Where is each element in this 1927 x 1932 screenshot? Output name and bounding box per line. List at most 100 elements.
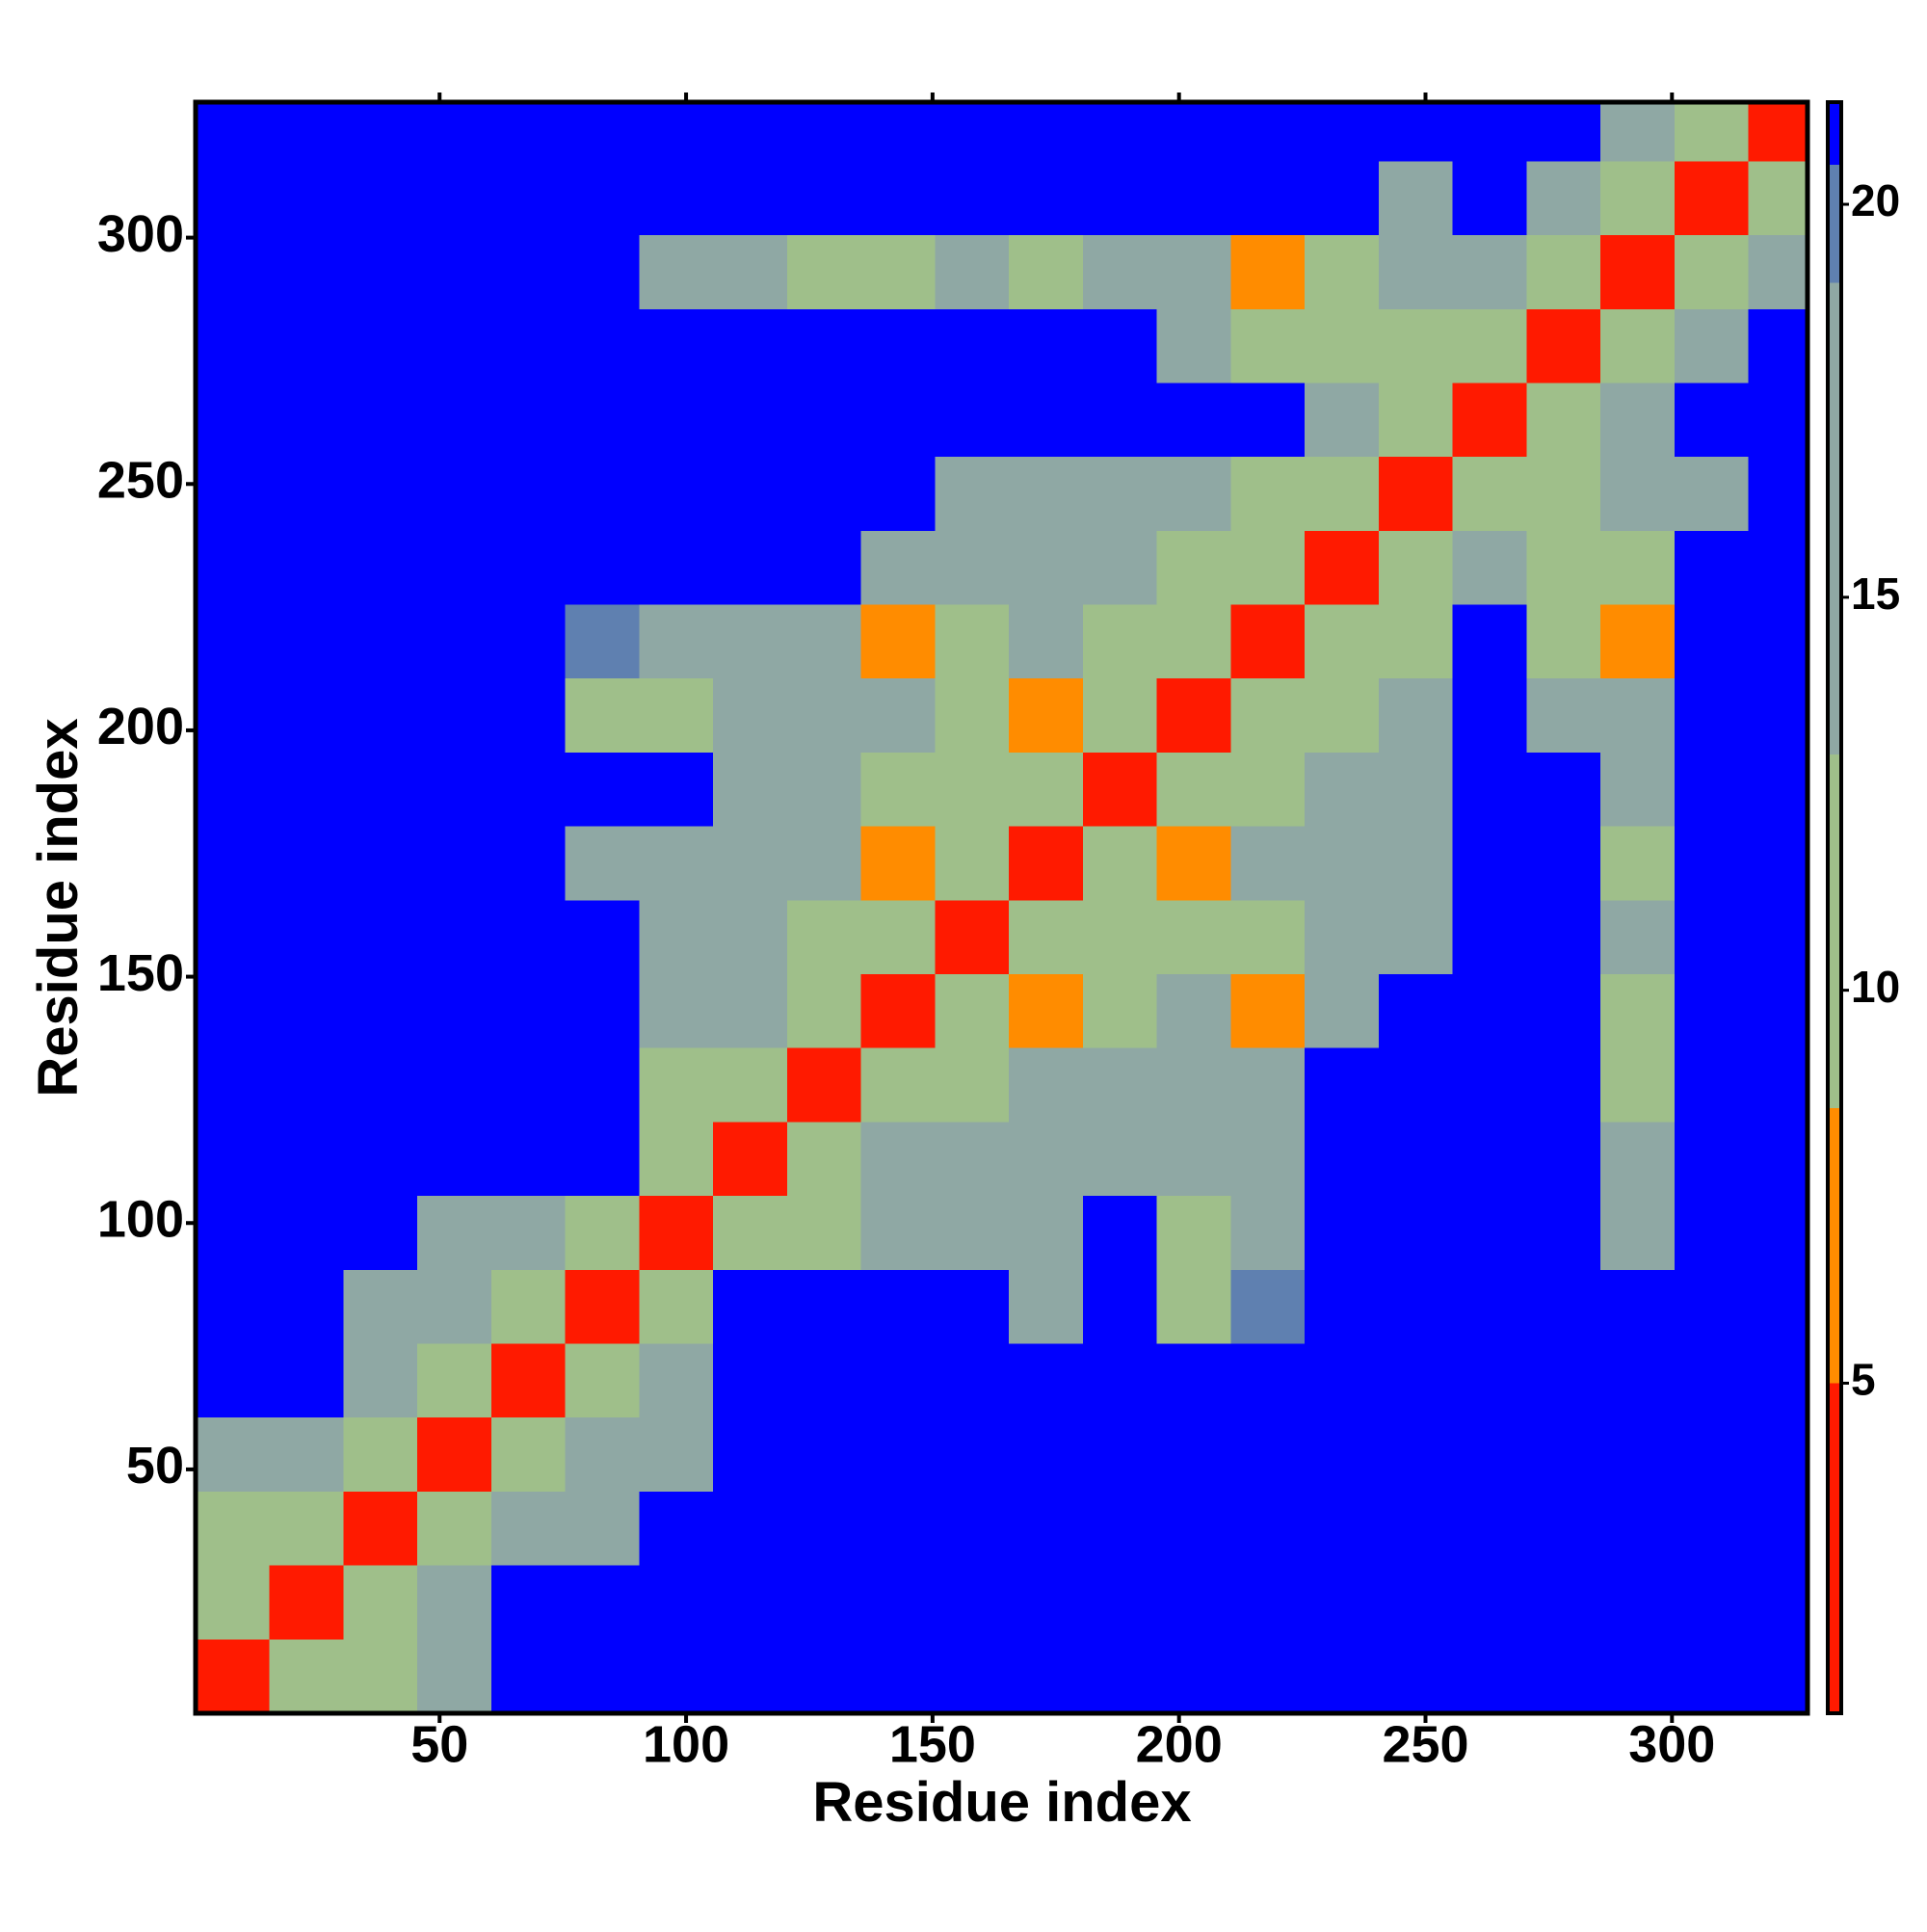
- heatmap-cell: [1748, 604, 1808, 679]
- heatmap-cell: [1526, 1639, 1601, 1713]
- heatmap-cell: [196, 678, 270, 753]
- heatmap-cell: [343, 530, 418, 605]
- heatmap-cell: [935, 1196, 1010, 1270]
- heatmap-cell: [935, 826, 1010, 901]
- heatmap-cell: [1452, 752, 1527, 827]
- heatmap-cell: [1748, 1047, 1808, 1123]
- heatmap-cell: [1452, 530, 1527, 605]
- heatmap-cell: [417, 974, 491, 1048]
- heatmap-cell: [1305, 1122, 1379, 1197]
- heatmap-cell: [1526, 457, 1601, 531]
- heatmap-cell: [860, 1122, 936, 1197]
- heatmap-cell: [269, 900, 344, 975]
- heatmap-cell: [1156, 1196, 1231, 1270]
- heatmap-cell: [417, 383, 491, 458]
- heatmap-cell: [269, 1122, 344, 1197]
- heatmap-cell: [639, 383, 714, 458]
- heatmap-cell: [1378, 1196, 1453, 1270]
- heatmap-cell: [1082, 1343, 1157, 1418]
- heatmap-cell: [713, 678, 787, 753]
- heatmap-cell: [343, 1491, 418, 1566]
- heatmap-cell: [1378, 1269, 1453, 1344]
- heatmap-cell: [269, 678, 344, 753]
- heatmap-cell: [1082, 530, 1157, 605]
- heatmap-cell: [639, 900, 714, 975]
- heatmap-cell: [343, 383, 418, 458]
- heatmap-cell: [1156, 383, 1231, 458]
- axes: 50 100 150 200 250 300 50 100 150 200 250 300: [97, 93, 1810, 1773]
- heatmap-cell: [1452, 161, 1527, 236]
- heatmap-cell: [565, 1196, 640, 1270]
- heatmap-cell: [786, 1343, 861, 1418]
- heatmap-cell: [343, 1122, 418, 1197]
- heatmap-cell: [1674, 1269, 1749, 1344]
- heatmap-cell: [196, 1491, 270, 1566]
- heatmap-cell: [860, 1639, 936, 1713]
- heatmap-cell: [1305, 678, 1379, 753]
- heatmap-cell: [1009, 383, 1083, 458]
- heatmap-cell: [1305, 161, 1379, 236]
- heatmap-cell: [1600, 1639, 1675, 1713]
- heatmap-cell: [786, 102, 861, 162]
- heatmap-cell: [417, 1417, 491, 1492]
- y-tick-label: 50: [126, 1437, 184, 1495]
- heatmap-cell: [1230, 1196, 1306, 1270]
- heatmap-cell: [1600, 1269, 1675, 1344]
- heatmap-cell: [1082, 383, 1157, 458]
- heatmap-cell: [1748, 974, 1808, 1048]
- heatmap-cell: [490, 1196, 566, 1270]
- heatmap-cell: [417, 1269, 491, 1344]
- heatmap-cell: [1305, 1417, 1379, 1492]
- heatmap-cell: [786, 530, 861, 605]
- heatmap-cell: [417, 1565, 491, 1640]
- heatmap-cell: [639, 161, 714, 236]
- colorbar-band: [1828, 1383, 1841, 1713]
- x-tick-label: 200: [1136, 1715, 1223, 1773]
- heatmap-cell: [860, 235, 936, 309]
- heatmap-cell: [1600, 235, 1675, 309]
- heatmap-cell: [713, 826, 787, 901]
- heatmap-cell: [1082, 457, 1157, 531]
- heatmap-cell: [1600, 1343, 1675, 1418]
- heatmap-cell: [860, 1269, 936, 1344]
- heatmap-cell: [713, 1343, 787, 1418]
- heatmap-cell: [196, 974, 270, 1048]
- heatmap-cell: [1674, 235, 1749, 309]
- heatmap-cell: [1305, 900, 1379, 975]
- heatmap-cell: [639, 974, 714, 1048]
- heatmap-cell: [860, 1343, 936, 1418]
- heatmap-cell: [1156, 900, 1231, 975]
- heatmap-cell: [269, 1491, 344, 1566]
- y-tick-label: 100: [97, 1191, 184, 1249]
- heatmap-cell: [713, 1491, 787, 1566]
- heatmap-cell: [1156, 1122, 1231, 1197]
- heatmap-cell: [490, 1122, 566, 1197]
- colorbar-band: [1828, 1107, 1841, 1384]
- heatmap-cell: [565, 235, 640, 309]
- heatmap-cell: [417, 457, 491, 531]
- heatmap-cell: [786, 235, 861, 309]
- heatmap-cell: [786, 1491, 861, 1566]
- heatmap-cell: [565, 900, 640, 975]
- heatmap-cell: [490, 752, 566, 827]
- heatmap-cell: [196, 1417, 270, 1492]
- heatmap-cell: [1305, 1565, 1379, 1640]
- heatmap-cell: [1452, 604, 1527, 679]
- heatmap-cell: [1600, 752, 1675, 827]
- heatmap-cell: [490, 383, 566, 458]
- heatmap-cell: [417, 1196, 491, 1270]
- heatmap-cell: [786, 383, 861, 458]
- heatmap-cell: [1082, 1122, 1157, 1197]
- heatmap-cell: [713, 1269, 787, 1344]
- heatmap-cell: [565, 1491, 640, 1566]
- heatmap-cell: [1600, 383, 1675, 458]
- heatmap-cell: [1305, 102, 1379, 162]
- heatmap-cell: [565, 1269, 640, 1344]
- heatmap-cell: [639, 1417, 714, 1492]
- heatmap-cell: [786, 826, 861, 901]
- heatmap-cell: [490, 1565, 566, 1640]
- plot-frame: [193, 99, 1810, 1716]
- heatmap-cell: [1082, 752, 1157, 827]
- heatmap-cell: [565, 1417, 640, 1492]
